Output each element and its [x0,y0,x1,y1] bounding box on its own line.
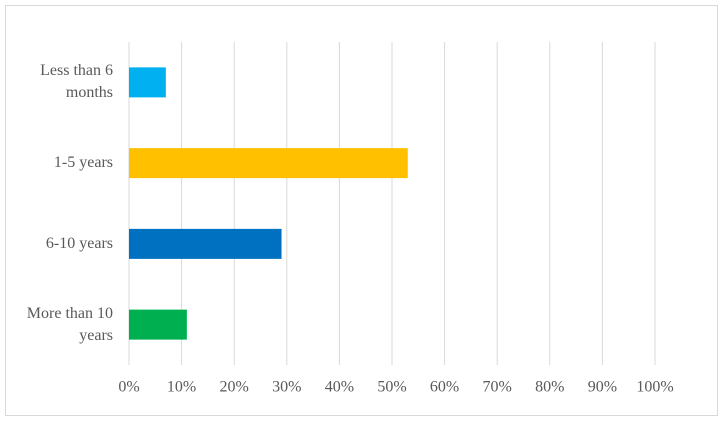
x-tick-label: 80% [535,379,564,396]
bar [129,148,408,179]
x-tick-label: 10% [167,379,196,396]
bar [129,228,282,259]
bar [129,67,166,98]
y-tick-label: 6-10 years [45,234,113,252]
x-tick-label: 50% [377,379,406,396]
x-tick-label: 60% [430,379,459,396]
bar [129,309,187,340]
x-tick-label: 90% [588,379,617,396]
y-tick-label: More than 10 years [26,304,113,344]
y-tick-label: Less than 6 months [40,62,113,102]
y-tick-label: 1-5 years [53,154,113,172]
x-tick-label: 20% [220,379,249,396]
chart-border [5,5,718,416]
x-tick-label: 100% [636,379,673,396]
x-tick-label: 0% [118,379,139,396]
x-tick-label: 30% [272,379,301,396]
x-tick-label: 70% [483,379,512,396]
x-tick-label: 40% [325,379,354,396]
